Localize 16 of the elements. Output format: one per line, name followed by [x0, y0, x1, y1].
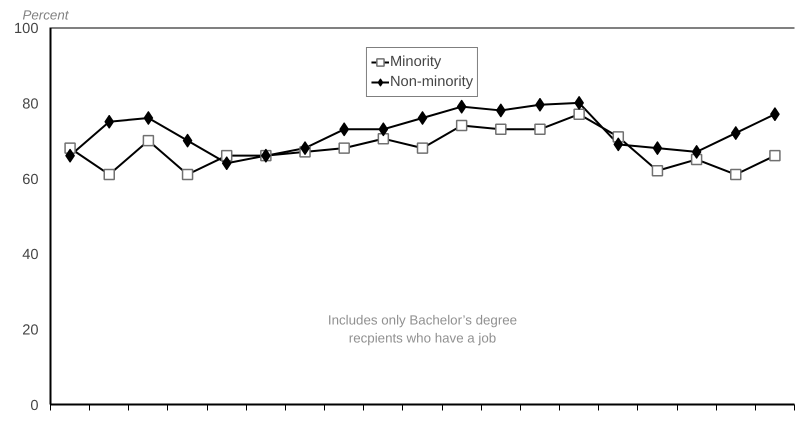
annotation: Includes only Bachelor’s degree recpients who have a job [328, 312, 518, 346]
y-tick-label: 40 [22, 247, 39, 264]
point [222, 156, 232, 170]
y-tick-label: 20 [22, 322, 39, 339]
point [104, 114, 114, 129]
point [496, 103, 506, 118]
legend-label: Minority [390, 54, 442, 70]
y-tick-label: 60 [22, 172, 39, 188]
y-tick-label: 0 [30, 398, 39, 414]
y-tick-label: 80 [22, 96, 39, 112]
point [339, 122, 350, 136]
point [613, 137, 624, 152]
y-tick-label: 100 [14, 21, 39, 37]
y-axis-title: Percent [22, 8, 70, 22]
legend-label: Non-minority [390, 74, 474, 90]
point [730, 126, 741, 140]
